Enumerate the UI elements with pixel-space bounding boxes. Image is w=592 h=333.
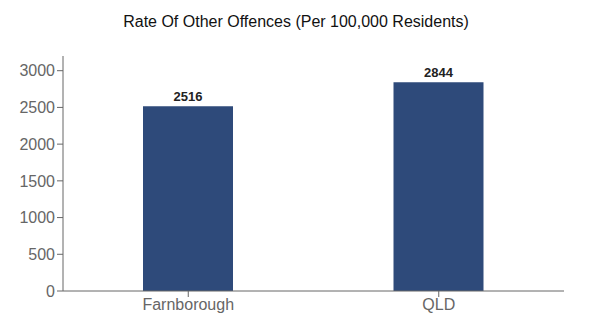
svg-text:2500: 2500: [19, 99, 55, 116]
svg-text:3000: 3000: [19, 62, 55, 79]
html-text:Rate Of Other Offences (Per 10: Rate Of Other Offences (Per 100,000 Resi…: [123, 13, 469, 30]
svg-text:2844: 2844: [424, 65, 454, 80]
svg-text:1000: 1000: [19, 209, 55, 226]
svg-text:2000: 2000: [19, 136, 55, 153]
svg-text:1500: 1500: [19, 173, 55, 190]
svg-text:Farnborough: Farnborough: [142, 296, 234, 313]
svg-text:0: 0: [46, 283, 55, 300]
svg-text:QLD: QLD: [422, 296, 455, 313]
svg-text:500: 500: [28, 246, 55, 263]
svg-text:2516: 2516: [174, 89, 203, 104]
